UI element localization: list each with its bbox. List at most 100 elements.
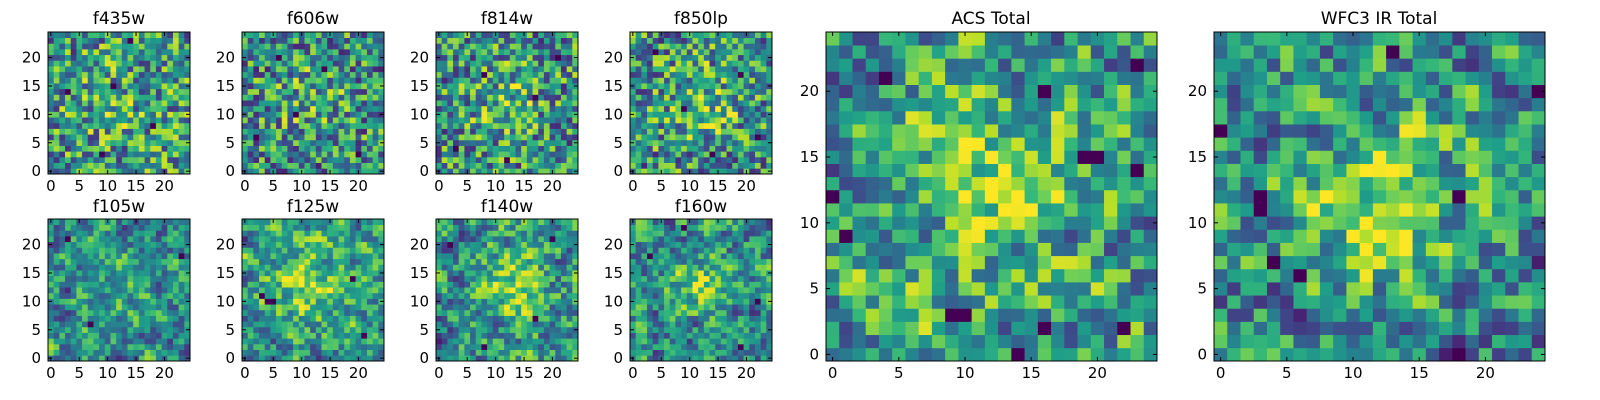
heatmap-cell	[521, 264, 528, 271]
heatmap-cell	[630, 253, 637, 260]
heatmap-cell	[749, 100, 756, 107]
heatmap-cell	[70, 43, 77, 50]
heatmap-cell	[372, 49, 379, 56]
heatmap-cell	[720, 37, 727, 44]
heatmap-cell	[298, 338, 305, 345]
heatmap-cell	[178, 275, 185, 282]
heatmap-cell	[532, 77, 539, 84]
heatmap-cell	[178, 43, 185, 50]
heatmap-cell	[630, 247, 637, 254]
heatmap-cell	[110, 83, 117, 90]
heatmap-cell	[99, 253, 106, 260]
heatmap-cell	[144, 332, 151, 339]
heatmap-cell	[293, 134, 300, 141]
heatmap-cell	[355, 139, 362, 146]
heatmap-cell	[104, 77, 111, 84]
heatmap-cell	[555, 343, 562, 350]
heatmap-cell	[732, 162, 739, 169]
heatmap-cell	[515, 224, 522, 231]
heatmap-cell	[344, 60, 351, 67]
heatmap-cell	[93, 117, 100, 124]
heatmap-cell	[664, 77, 671, 84]
heatmap-cell	[253, 37, 260, 44]
heatmap-cell	[703, 111, 710, 118]
heatmap-cell	[664, 145, 671, 152]
heatmap-cell	[253, 43, 260, 50]
heatmap-cell	[441, 275, 448, 282]
heatmap-cell	[692, 134, 699, 141]
heatmap-cell	[366, 134, 373, 141]
heatmap-cell	[737, 100, 744, 107]
heatmap-cell	[481, 145, 488, 152]
heatmap-cell	[515, 88, 522, 95]
heatmap-cell	[332, 315, 339, 322]
heatmap-cell	[344, 338, 351, 345]
heatmap-cell	[253, 139, 260, 146]
heatmap-cell	[150, 128, 157, 135]
heatmap-cell	[270, 105, 277, 112]
heatmap-cell	[87, 88, 94, 95]
heatmap-cell	[492, 37, 499, 44]
heatmap-cell	[504, 60, 511, 67]
heatmap-cell	[572, 88, 579, 95]
heatmap-cell	[669, 321, 676, 328]
heatmap-cell	[532, 145, 539, 152]
heatmap-cell	[65, 43, 72, 50]
heatmap-cell	[253, 298, 260, 305]
heatmap-cell	[703, 37, 710, 44]
heatmap-cell	[447, 156, 454, 163]
heatmap-cell	[464, 253, 471, 260]
heatmap-cell	[692, 151, 699, 158]
heatmap-cell	[372, 156, 379, 163]
heatmap-cell	[703, 315, 710, 322]
heatmap-cell	[361, 100, 368, 107]
heatmap-cell	[70, 275, 77, 282]
heatmap-cell	[464, 309, 471, 316]
heatmap-cell	[538, 281, 545, 288]
heatmap-cell	[93, 32, 100, 39]
heatmap-cell	[242, 224, 249, 231]
heatmap-cell	[321, 304, 328, 311]
heatmap-cell	[293, 54, 300, 61]
heatmap-cell	[647, 71, 654, 78]
heatmap-cell	[543, 326, 550, 333]
heatmap-cell	[298, 88, 305, 95]
heatmap-cell	[270, 304, 277, 311]
heatmap-cell	[344, 88, 351, 95]
heatmap-cell	[332, 326, 339, 333]
heatmap-cell	[76, 77, 83, 84]
heatmap-cell	[504, 54, 511, 61]
heatmap-cell	[458, 292, 465, 299]
heatmap-cell	[104, 253, 111, 260]
heatmap-cell	[441, 145, 448, 152]
heatmap-cell	[464, 315, 471, 322]
heatmap-cell	[310, 134, 317, 141]
heatmap-cell	[509, 270, 516, 277]
heatmap-cell	[167, 253, 174, 260]
heatmap-cell	[270, 54, 277, 61]
heatmap-cell	[664, 355, 671, 362]
heatmap-cell	[498, 156, 505, 163]
heatmap-cell	[321, 37, 328, 44]
heatmap-cell	[127, 139, 134, 146]
heatmap-cell	[82, 168, 89, 175]
heatmap-cell	[686, 298, 693, 305]
heatmap-cell	[652, 151, 659, 158]
heatmap-cell	[138, 100, 145, 107]
heatmap-cell	[281, 162, 288, 169]
heatmap-cell	[560, 241, 567, 248]
heatmap-cell	[658, 270, 665, 277]
heatmap-cell	[138, 145, 145, 152]
heatmap-cell	[526, 151, 533, 158]
heatmap-cell	[686, 315, 693, 322]
heatmap-cell	[172, 43, 179, 50]
heatmap-cell	[458, 309, 465, 316]
heatmap-cell	[458, 151, 465, 158]
heatmap-cell	[104, 241, 111, 248]
heatmap-cell	[372, 355, 379, 362]
heatmap-cell	[692, 162, 699, 169]
heatmap-cell	[242, 253, 249, 260]
heatmap-cell	[453, 338, 460, 345]
heatmap-cell	[310, 343, 317, 350]
